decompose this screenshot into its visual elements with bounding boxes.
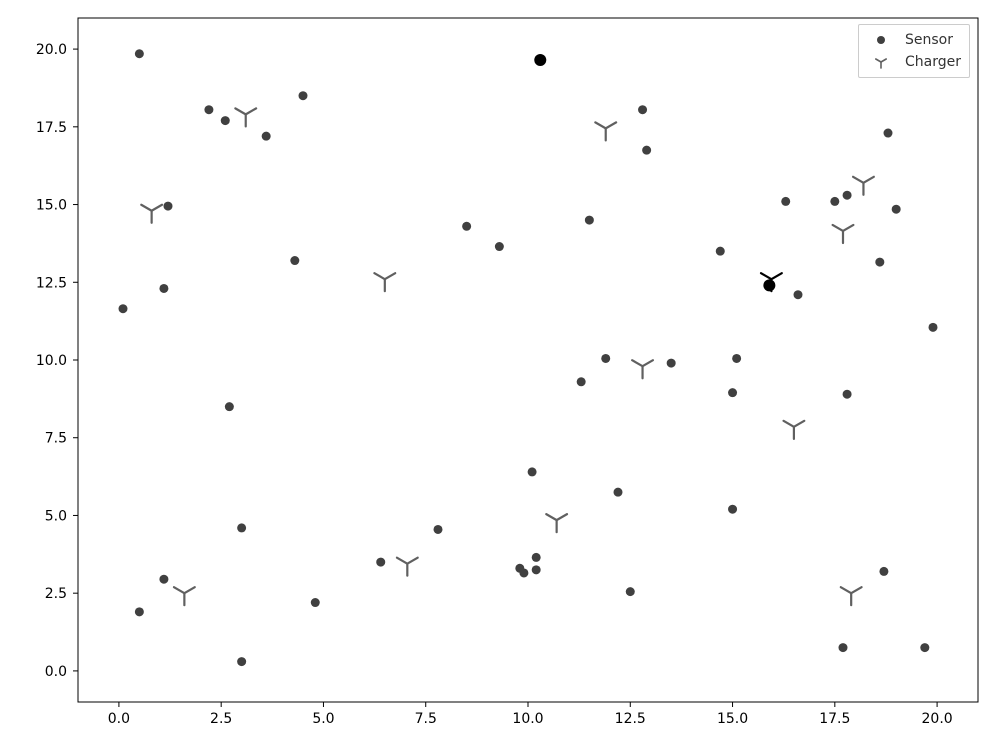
x-tick-label: 20.0 bbox=[922, 711, 953, 727]
figure: 0.0 2.5 5.0 7.5 10.0 12.5 15.0 17.5 20.0 0.0 2.5 5.… bbox=[0, 0, 1000, 744]
y-tick-label: 0.0 bbox=[45, 664, 67, 680]
legend-entry-charger: Charger bbox=[867, 51, 961, 73]
y-tick-label: 10.0 bbox=[36, 353, 67, 369]
y-tick-label: 12.5 bbox=[36, 275, 67, 291]
x-tick-label: 7.5 bbox=[415, 711, 437, 727]
y-tick-label: 5.0 bbox=[45, 508, 67, 524]
scatter-plot: 0.02.55.07.510.012.515.017.520.00.02.55.… bbox=[78, 18, 978, 702]
sensor-marker-icon bbox=[867, 31, 895, 49]
y-tick-label: 15.0 bbox=[36, 198, 67, 214]
x-tick-label: 2.5 bbox=[210, 711, 232, 727]
legend-label-sensor: Sensor bbox=[905, 32, 953, 48]
legend: Sensor Charger bbox=[858, 24, 970, 78]
x-tick-label: 17.5 bbox=[819, 711, 850, 727]
legend-entry-sensor: Sensor bbox=[867, 29, 961, 51]
x-tick-label: 5.0 bbox=[312, 711, 334, 727]
y-tick-label: 17.5 bbox=[36, 120, 67, 136]
legend-label-charger: Charger bbox=[905, 54, 961, 70]
y-tick-label: 20.0 bbox=[36, 42, 67, 58]
x-tick-label: 10.0 bbox=[512, 711, 543, 727]
y-tick-label: 2.5 bbox=[45, 586, 67, 602]
x-tick-label: 12.5 bbox=[615, 711, 646, 727]
x-tick-label: 0.0 bbox=[108, 711, 130, 727]
y-tick-label: 7.5 bbox=[45, 431, 67, 447]
x-tick-label: 15.0 bbox=[717, 711, 748, 727]
charger-marker-icon bbox=[867, 53, 895, 71]
